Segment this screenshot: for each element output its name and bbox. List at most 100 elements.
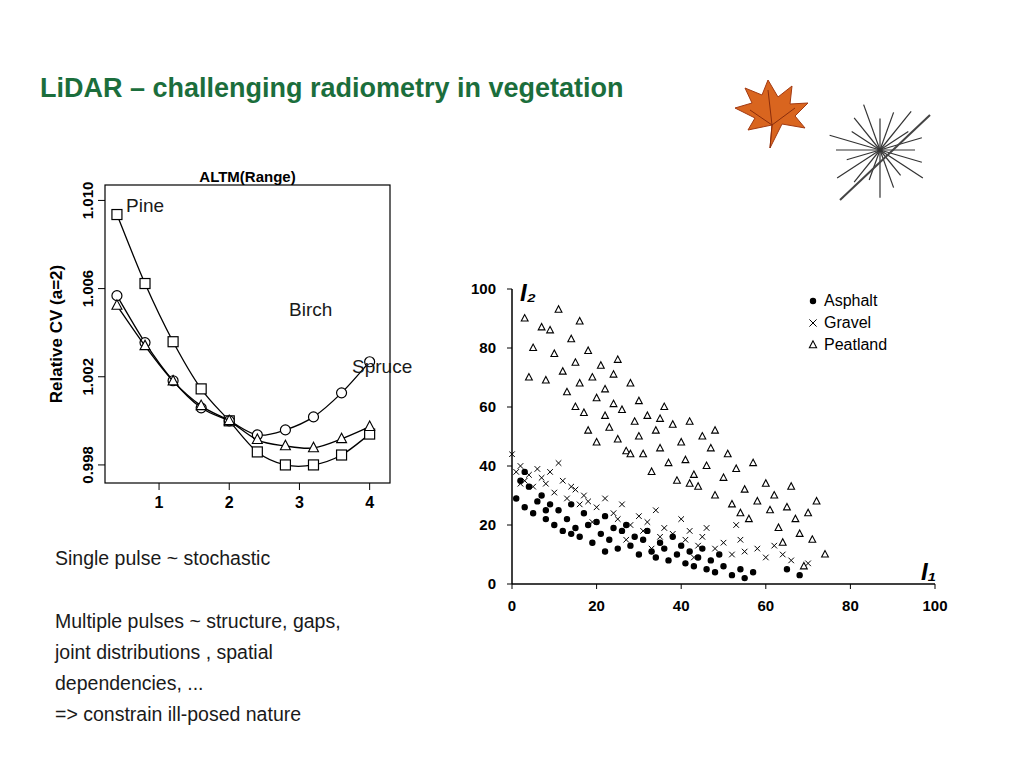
point-marker xyxy=(280,440,290,450)
scatter-point xyxy=(717,552,722,557)
scatter-point xyxy=(805,509,812,515)
y-tick xyxy=(98,288,105,289)
point-marker xyxy=(224,416,234,426)
y-tick-label: 20 xyxy=(479,516,496,533)
series-label: Pine xyxy=(126,195,164,216)
point-marker xyxy=(308,460,318,470)
scatter-point xyxy=(813,497,820,503)
scatter-point xyxy=(607,537,612,542)
legend-label: Peatland xyxy=(824,336,887,353)
scatter-point xyxy=(577,502,583,508)
scatter-point xyxy=(547,469,553,475)
scatter-point xyxy=(552,522,557,527)
scatter-point xyxy=(738,567,743,572)
legend: AsphaltGravelPeatland xyxy=(809,292,887,353)
scatter-point xyxy=(686,418,693,424)
scatter-point xyxy=(670,531,676,537)
scatter-point xyxy=(590,540,595,545)
scatter-point xyxy=(741,486,748,492)
scatter-point xyxy=(531,511,536,516)
scatter-point xyxy=(640,528,646,534)
scatter-point xyxy=(530,484,536,490)
series-label: Birch xyxy=(289,299,332,320)
scatter-point xyxy=(733,465,740,471)
scatter-point xyxy=(644,412,651,418)
scatter-point xyxy=(771,492,778,498)
x-tick-label: 80 xyxy=(842,597,859,614)
scatter-point xyxy=(560,528,565,533)
scatter-point xyxy=(602,496,608,502)
scatter-point xyxy=(526,472,532,478)
x-tick xyxy=(850,584,851,589)
point-marker xyxy=(308,442,318,452)
scatter-point xyxy=(657,540,662,545)
scatter-point xyxy=(775,524,782,530)
needle xyxy=(880,150,923,178)
scatter-point xyxy=(619,502,625,508)
scatter-point xyxy=(691,555,697,561)
x-tick xyxy=(596,584,597,589)
scatter-point xyxy=(767,506,774,512)
point-marker xyxy=(196,384,206,394)
scatter-point xyxy=(695,543,701,549)
x-tick xyxy=(299,483,300,490)
point-marker xyxy=(337,433,347,443)
x-tick-label: 1 xyxy=(155,494,164,511)
scatter-point xyxy=(573,525,578,530)
scatter-point xyxy=(619,406,626,412)
y-tick xyxy=(507,525,512,526)
scatter-point xyxy=(614,436,621,442)
scatter-point xyxy=(690,471,697,477)
point-marker xyxy=(168,337,178,347)
scatter-point xyxy=(788,558,794,564)
scatter-point xyxy=(661,525,667,531)
y-axis-label: I₂ xyxy=(520,279,536,306)
scatter-point xyxy=(602,412,609,418)
scatter-point xyxy=(704,525,710,531)
scatter-point xyxy=(636,397,643,403)
scatter-point xyxy=(657,444,664,450)
needle xyxy=(879,150,880,198)
y-tick xyxy=(507,348,512,349)
pine-needles xyxy=(830,105,930,200)
scatter-point xyxy=(720,474,727,480)
point-marker xyxy=(168,375,178,385)
scatter-point xyxy=(611,525,616,530)
point-marker xyxy=(280,425,290,435)
y-tick-label: 1.002 xyxy=(79,358,96,396)
scatter-point xyxy=(593,438,600,444)
needle xyxy=(880,112,894,150)
y-tick xyxy=(98,200,105,201)
leaf-veins xyxy=(750,90,795,148)
slide: LiDAR – challenging radiometry in vegeta… xyxy=(0,0,1024,768)
scatter-point xyxy=(539,493,544,498)
y-tick-label: 40 xyxy=(479,457,496,474)
scatter-point xyxy=(721,540,727,546)
scatter-point xyxy=(513,469,519,475)
scatter-point xyxy=(742,576,747,581)
scatter-point xyxy=(615,516,621,522)
scatter-point xyxy=(564,517,569,522)
plot-data xyxy=(509,306,828,581)
scatter-point xyxy=(755,546,761,552)
scatter-point xyxy=(581,493,587,499)
scatter-point xyxy=(640,450,647,456)
scatter-point xyxy=(695,483,702,489)
x-tick-label: 100 xyxy=(922,597,947,614)
legend-marker xyxy=(809,341,816,348)
series-line xyxy=(117,306,370,449)
body-text: Multiple pulses ~ structure, gaps, xyxy=(55,610,341,632)
scatter-point xyxy=(683,561,688,566)
scatter-point xyxy=(564,496,570,502)
scatter-point xyxy=(641,537,646,542)
scatter-point xyxy=(780,552,786,558)
needle xyxy=(854,118,880,150)
y-tick-label: 0.998 xyxy=(79,446,96,484)
y-tick xyxy=(507,584,512,585)
scatter-point xyxy=(543,481,549,487)
scatter-point xyxy=(729,500,736,506)
scatter-point xyxy=(724,450,731,456)
body-text: Single pulse ~ stochastic xyxy=(55,547,270,569)
scatter-point xyxy=(581,409,588,415)
scatter-point xyxy=(581,511,586,516)
